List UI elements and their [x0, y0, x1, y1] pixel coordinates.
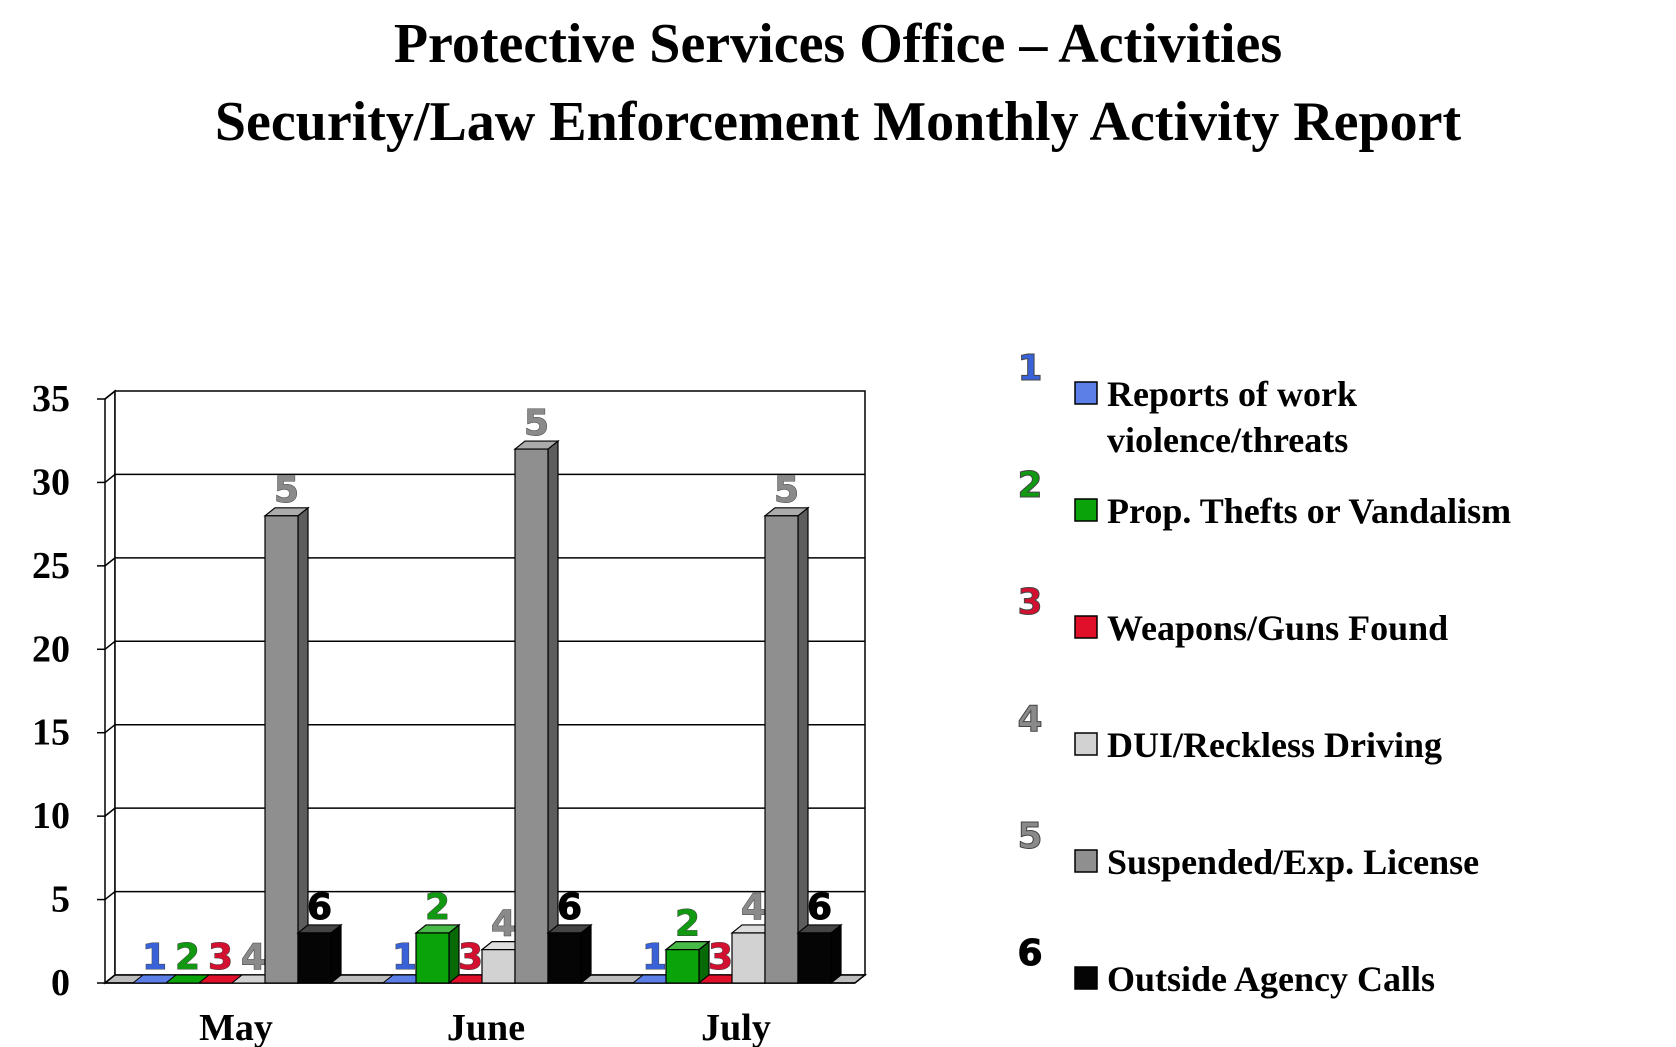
y-tick-label: 5: [51, 879, 70, 921]
gridline-side: [104, 390, 116, 400]
bar-side: [830, 923, 842, 985]
legend-label: violence/threats: [1107, 420, 1348, 460]
legend-label: Prop. Thefts or Vandalism: [1107, 491, 1511, 531]
bar-data-label: 3: [458, 937, 483, 978]
gridline-side: [104, 640, 116, 650]
legend-marker-number: 3: [1017, 582, 1042, 623]
bar-data-label: 2: [175, 937, 200, 978]
bar-data-label: 1: [642, 937, 667, 978]
bar-data-label: 5: [274, 470, 299, 511]
bar-data-label: 5: [524, 403, 549, 444]
chart-title-line2: Security/Law Enforcement Monthly Activit…: [214, 91, 1462, 153]
bar: [665, 949, 700, 984]
x-category-label: July: [701, 1007, 771, 1047]
bar: [547, 932, 582, 984]
legend-label: Reports of work: [1107, 374, 1357, 414]
legend-marker-number: 1: [1017, 348, 1042, 389]
bar: [731, 932, 766, 984]
legend-marker-number: 5: [1017, 816, 1042, 857]
legend-label: Outside Agency Calls: [1107, 959, 1435, 999]
bar-data-label: 1: [142, 937, 167, 978]
bar: [797, 932, 832, 984]
legend-marker-number: 2: [1017, 465, 1042, 506]
y-tick-label: 30: [32, 461, 70, 503]
y-tick-label: 15: [32, 712, 70, 754]
bar-side: [580, 923, 592, 985]
bar-data-label: 3: [208, 937, 233, 978]
bar-data-label: 1: [392, 937, 417, 978]
legend-swatch: [1074, 966, 1098, 990]
bar: [481, 949, 516, 984]
legend-marker-number: 6: [1017, 933, 1042, 974]
gridline-side: [104, 557, 116, 567]
bar-data-label: 3: [708, 937, 733, 978]
legend-label: Suspended/Exp. License: [1107, 842, 1479, 882]
legend-marker-number: 4: [1017, 699, 1042, 740]
gridline-side: [104, 724, 116, 734]
bar-data-label: 2: [675, 904, 700, 945]
bar-data-label: 6: [807, 887, 832, 928]
legend-label: DUI/Reckless Driving: [1107, 725, 1442, 765]
bar-data-label: 2: [425, 887, 450, 928]
back-wall: [114, 390, 866, 976]
x-category-label: June: [447, 1007, 525, 1047]
bar-data-label: 5: [774, 470, 799, 511]
bar-data-label: 4: [491, 904, 516, 945]
bar: [514, 448, 549, 984]
bar-data-label: 4: [741, 887, 766, 928]
legend-swatch: [1074, 615, 1098, 639]
bar: [764, 515, 799, 984]
gridline-side: [104, 473, 116, 484]
y-tick-label: 10: [32, 795, 70, 837]
bar-data-label: 6: [307, 887, 332, 928]
gridline-side: [104, 807, 116, 817]
bar: [264, 515, 299, 984]
bar-side: [330, 923, 342, 985]
legend-swatch: [1074, 732, 1098, 756]
y-tick-label: 35: [32, 378, 70, 420]
x-category-label: May: [199, 1007, 273, 1047]
gridline-side: [104, 890, 116, 901]
legend-swatch: [1074, 498, 1098, 522]
y-tick-label: 20: [32, 628, 70, 670]
bar-data-label: 4: [241, 937, 266, 978]
y-tick-label: 0: [51, 962, 70, 1004]
bar-data-label: 6: [557, 887, 582, 928]
legend-swatch: [1074, 849, 1098, 873]
legend-label: Weapons/Guns Found: [1107, 608, 1448, 648]
legend-swatch: [1074, 381, 1098, 405]
left-wall: [104, 389, 116, 985]
chart-title-line1: Protective Services Office – Activities: [393, 13, 1283, 75]
bar: [297, 932, 332, 984]
bar: [415, 932, 450, 984]
y-tick-label: 25: [32, 545, 70, 587]
